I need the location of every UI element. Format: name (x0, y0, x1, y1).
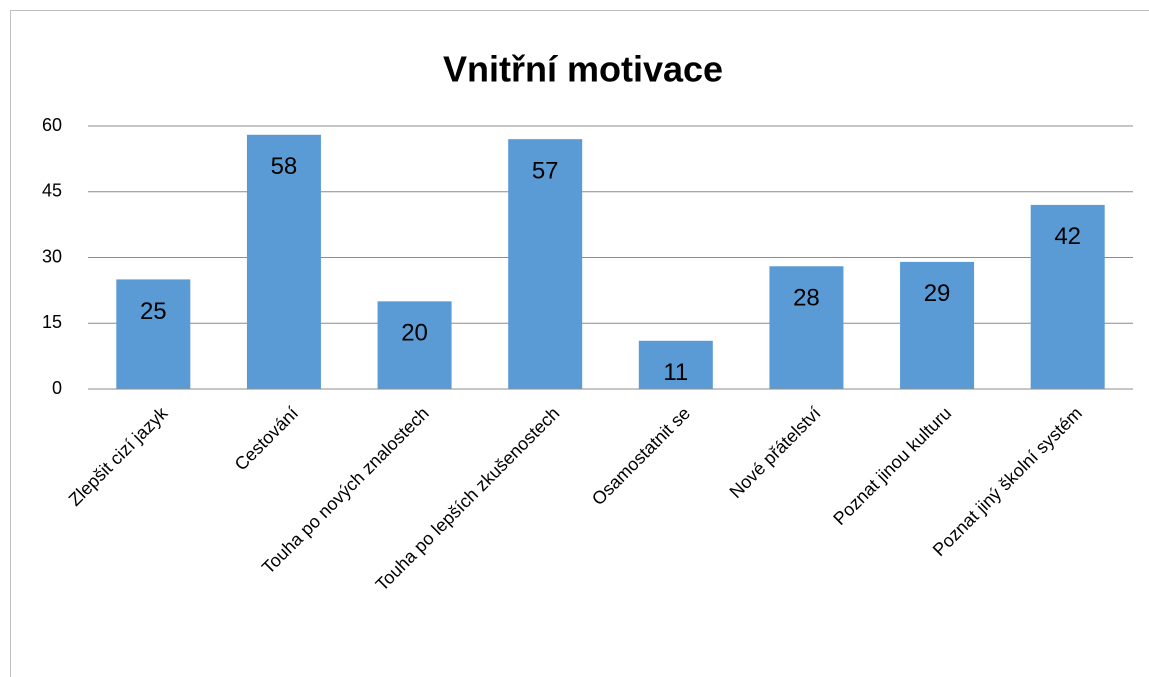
x-tick-label: Poznat jinou kulturu (829, 403, 955, 529)
chart-border (10, 10, 1149, 677)
bar (377, 301, 452, 389)
data-label: 57 (532, 157, 559, 184)
y-tick-label: 15 (42, 312, 62, 332)
bar (508, 139, 583, 389)
x-tick-label: Zlepšit cizí jazyk (65, 402, 172, 509)
data-label: 28 (793, 285, 820, 312)
bar (116, 279, 191, 389)
x-tick-label: Cestování (231, 403, 302, 474)
bar (638, 340, 713, 389)
y-tick-label: 60 (42, 115, 62, 135)
bar (1030, 204, 1105, 389)
bar (246, 134, 321, 389)
bar (900, 261, 975, 389)
data-label: 29 (924, 280, 951, 307)
chart-title: Vnitřní motivace (443, 49, 723, 90)
x-tick-label: Osamostatnit se (588, 403, 694, 509)
data-label: 42 (1054, 223, 1081, 250)
x-tick-label: Nové přátelství (726, 403, 825, 502)
bar (769, 266, 844, 389)
x-tick-label: Poznat jiný školní systém (929, 403, 1086, 560)
data-label: 25 (140, 298, 167, 325)
y-tick-label: 30 (42, 246, 62, 266)
data-label: 11 (663, 359, 688, 386)
y-tick-label: 0 (52, 378, 62, 398)
data-label: 20 (401, 320, 428, 347)
y-tick-label: 45 (42, 181, 62, 201)
data-label: 58 (271, 153, 298, 180)
